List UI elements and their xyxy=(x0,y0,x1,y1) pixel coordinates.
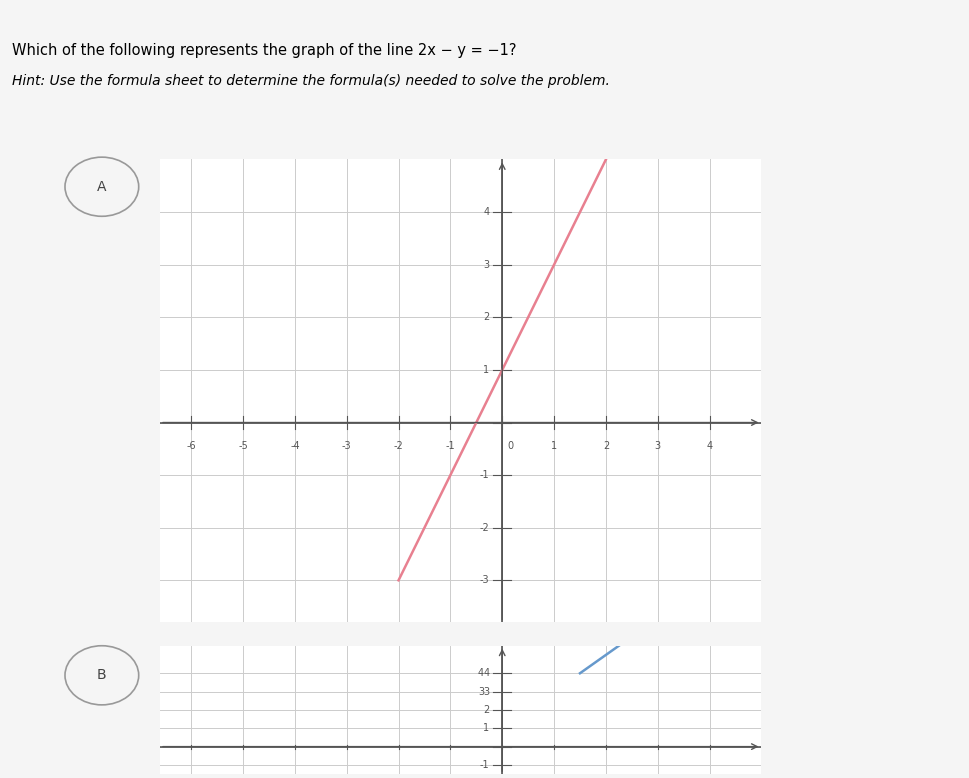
Text: 1: 1 xyxy=(483,724,488,733)
Text: 3: 3 xyxy=(483,260,488,270)
Text: -1: -1 xyxy=(479,470,488,480)
Text: Hint: Use the formula sheet to determine the formula(s) needed to solve the prob: Hint: Use the formula sheet to determine… xyxy=(12,74,609,88)
Text: -3: -3 xyxy=(341,441,351,451)
Text: 2: 2 xyxy=(483,705,488,715)
Text: -3: -3 xyxy=(479,575,488,585)
Text: -4: -4 xyxy=(290,441,299,451)
Text: 0: 0 xyxy=(507,441,513,451)
Text: 1: 1 xyxy=(483,365,488,375)
Text: -6: -6 xyxy=(186,441,196,451)
Text: -2: -2 xyxy=(393,441,403,451)
Text: -2: -2 xyxy=(479,523,488,533)
Text: 4: 4 xyxy=(483,668,488,678)
Text: 2: 2 xyxy=(602,441,609,451)
Text: B: B xyxy=(97,668,107,682)
Text: 3: 3 xyxy=(654,441,660,451)
Text: 1: 1 xyxy=(550,441,556,451)
Text: 4: 4 xyxy=(705,441,712,451)
Text: 3: 3 xyxy=(478,687,484,696)
Text: 3: 3 xyxy=(483,687,488,696)
Text: -1: -1 xyxy=(479,760,488,770)
Text: 2: 2 xyxy=(483,312,488,322)
Text: 4: 4 xyxy=(483,207,488,217)
Text: -1: -1 xyxy=(445,441,454,451)
Text: Which of the following represents the graph of the line 2x − y = −1?: Which of the following represents the gr… xyxy=(12,43,516,58)
Text: A: A xyxy=(97,180,107,194)
Text: -5: -5 xyxy=(237,441,248,451)
Text: 4: 4 xyxy=(478,668,484,678)
